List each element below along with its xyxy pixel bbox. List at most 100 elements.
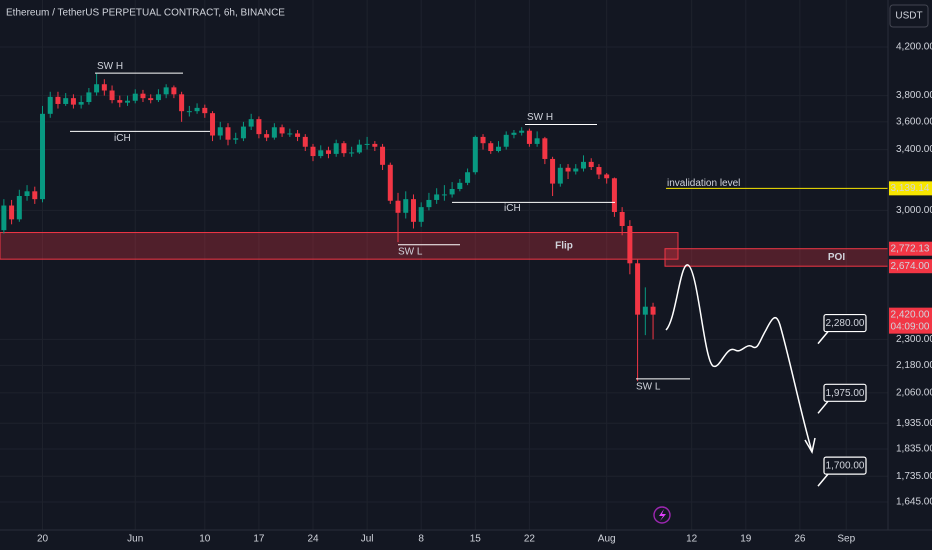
candle-body [349, 152, 355, 154]
zone [664, 248, 889, 267]
candle-body [78, 102, 84, 105]
overlays: SW H iCH SW L SW H iCH SW L invalidation level… [70, 61, 888, 487]
swing-label: SW L [636, 382, 661, 393]
zone-label: Flip [555, 240, 573, 251]
y-tick-label: 2,300.00 [896, 334, 932, 345]
candle-body [465, 172, 471, 183]
candle-body [16, 196, 22, 220]
y-tick-label: 2,180.00 [896, 360, 932, 371]
candle-body [40, 113, 46, 200]
candle-body [109, 90, 115, 101]
candle-body [86, 92, 92, 103]
lightning-icon[interactable] [653, 506, 671, 524]
candle-body [194, 107, 200, 112]
candle-body [248, 119, 254, 127]
candle-body [503, 134, 509, 147]
candle-body [63, 98, 69, 104]
level-name: invalidation level [667, 178, 740, 189]
x-tick-label: 15 [470, 534, 482, 545]
zones: Flip POI [0, 232, 889, 267]
candle-body [9, 205, 15, 220]
last-price-box [889, 307, 932, 334]
candle-body [117, 100, 123, 103]
candle-body [410, 199, 416, 222]
swing-label: SW H [527, 112, 553, 123]
candle-body [148, 98, 154, 101]
y-tick-label: 2,060.00 [896, 387, 932, 398]
candle-body [550, 158, 556, 184]
x-tick-label: 19 [740, 534, 752, 545]
candle-body [604, 174, 610, 179]
candle-body [449, 188, 455, 195]
price-label-box [889, 181, 932, 196]
candle-body [217, 127, 223, 136]
currency: USDT [895, 11, 922, 22]
callout-box [823, 456, 867, 475]
candle-body [302, 136, 308, 147]
candle-body [70, 98, 76, 105]
candle-body [565, 167, 571, 172]
candle-body [225, 127, 231, 140]
callout-pointer [817, 400, 829, 414]
price-axis [888, 0, 932, 550]
candle-body [125, 100, 131, 103]
candle-body [325, 150, 331, 154]
candle-body [457, 182, 463, 189]
candle-body [488, 143, 494, 152]
candle-body [441, 194, 447, 196]
candle-body [387, 164, 393, 201]
candle-body [233, 138, 239, 140]
candle-body [279, 127, 285, 134]
price-label-box [889, 259, 932, 274]
price-label: 2,772.13 [891, 243, 930, 254]
swing-label: SW H [97, 61, 123, 72]
candle-body [642, 306, 648, 315]
candle-body [256, 119, 262, 135]
axis-labels: 4,200.00 3,800.00 3,600.00 3,400.00 3,000.00… [37, 42, 932, 545]
candle-body [650, 306, 656, 315]
candle-body [32, 191, 38, 200]
candle-body [426, 199, 432, 208]
x-tick-label: 20 [37, 534, 49, 545]
candle-body [434, 194, 440, 200]
callout-box [823, 383, 867, 402]
y-tick-label: 3,600.00 [896, 116, 932, 127]
candle-body [596, 167, 602, 175]
y-tick-label: 1,835.00 [896, 444, 932, 455]
grid [0, 0, 888, 530]
candle-body [511, 132, 517, 135]
candle-body [395, 200, 401, 213]
swing-label: iCH [114, 133, 131, 144]
x-tick-label: 22 [524, 534, 536, 545]
x-tick-label: 8 [418, 534, 424, 545]
x-tick-label: Jun [127, 534, 143, 545]
candle-body [588, 161, 594, 168]
callout-label: 1,975.00 [826, 388, 865, 399]
candle-body [1, 205, 7, 231]
candle-body [557, 167, 563, 184]
candle-body [472, 136, 478, 173]
candle-body [163, 87, 169, 95]
candle-body [635, 263, 641, 315]
candles [1, 73, 656, 382]
callout-pointer [817, 331, 829, 345]
currency-box[interactable] [889, 4, 929, 28]
candle-body [295, 133, 301, 137]
candle-body [380, 146, 386, 165]
candle-body [186, 111, 192, 113]
candle-body [94, 84, 100, 93]
candle-body [534, 138, 540, 144]
candle-body [403, 199, 409, 213]
candle-body [287, 133, 293, 135]
candle-body [364, 143, 370, 145]
x-tick-label: 10 [199, 534, 211, 545]
candle-body [341, 143, 347, 154]
candle-body [55, 96, 61, 104]
zone [0, 232, 679, 260]
candle-body [310, 146, 316, 157]
candle-body [526, 130, 532, 144]
candle-body [318, 150, 324, 157]
y-tick-label: 4,200.00 [896, 42, 932, 53]
